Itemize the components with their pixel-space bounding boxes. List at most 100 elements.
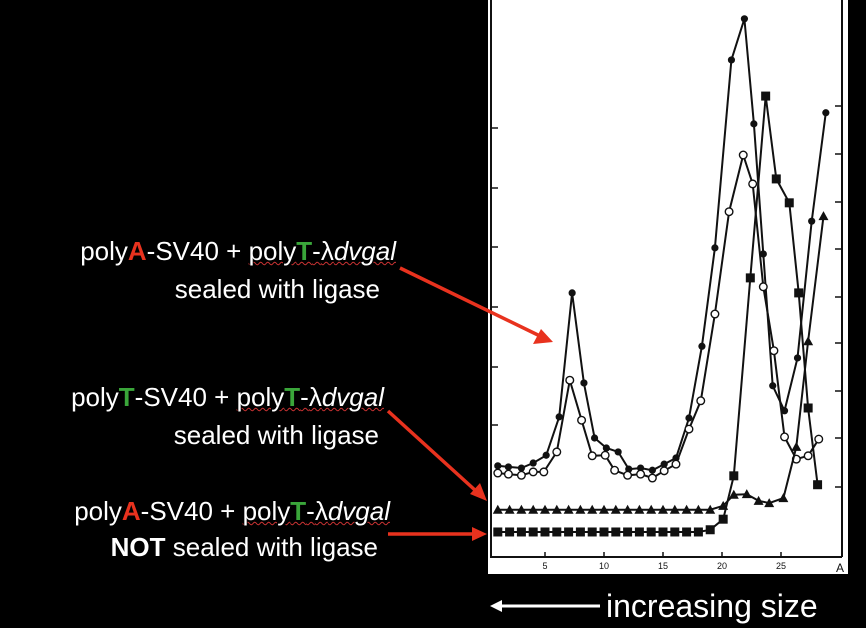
label-text: poly [71,382,119,412]
series-square [493,91,823,537]
series-line [497,216,825,511]
axis-ticks [491,105,842,557]
data-point [803,451,813,461]
x-tick-label: 5 [542,561,547,571]
arrow-sealed-polyT [386,409,478,493]
data-point [504,504,515,514]
data-point [610,465,620,475]
series-line [497,151,820,480]
data-point [552,447,562,457]
data-point [803,403,813,413]
data-point [575,527,585,537]
data-point [599,527,609,537]
x-tick-label: 20 [717,561,727,571]
label-text: poly [242,496,291,526]
data-point [552,527,562,537]
base-T: T [296,236,313,266]
data-point [505,527,515,537]
chart-frame [490,0,843,558]
data-point [728,489,739,499]
data-point [711,244,719,252]
data-point [551,504,562,514]
data-point [682,527,692,537]
data-point [813,480,823,490]
series-line [497,95,819,533]
data-point [580,379,588,387]
label-italic: dvgal [321,382,384,412]
data-point [555,413,563,421]
arrowhead-icon [470,483,487,501]
data-point [778,493,789,503]
data-point [764,498,775,508]
base-A: A [127,236,147,266]
data-point [647,473,657,483]
label-text: - [312,236,321,266]
x-tick-labels: 5 10 15 20 25 [542,561,786,571]
x-tick-label: 10 [599,561,609,571]
label-italic: dvgal [333,236,396,266]
label-bold: NOT [110,532,166,562]
data-point [528,527,538,537]
data-point [705,525,715,535]
data-point [516,470,526,480]
data-point [493,468,503,478]
label-text: -SV40 + [134,382,237,412]
label-text: poly [74,496,122,526]
data-point [575,504,586,514]
data-point [646,504,657,514]
arrow-sealed-polyA [399,266,541,338]
data-point [634,527,644,537]
data-point [636,469,646,479]
data-point [587,504,598,514]
data-point [648,466,656,474]
data-point [528,467,538,477]
base-T: T [290,496,307,526]
data-point [646,527,656,537]
arrowhead-icon [533,329,553,344]
data-point [611,527,621,537]
series-open-circle [493,150,824,483]
x-tick-label: 15 [658,561,668,571]
data-point [660,460,668,468]
lambda-symbol: λ [308,382,322,412]
base-A: A [121,496,141,526]
data-point [528,504,539,514]
data-point [693,504,704,514]
data-point [710,309,720,319]
label-text: poly [248,236,297,266]
data-point [814,434,824,444]
lambda-symbol: λ [320,236,334,266]
data-point [493,527,503,537]
data-point [818,211,829,221]
data-point [623,527,633,537]
data-point [614,448,622,456]
left-arrow-icon [490,600,600,612]
data-point [784,198,794,208]
data-point [587,527,597,537]
data-point [741,489,752,499]
data-point [745,273,755,283]
data-point [590,434,599,442]
label-text: poly [236,382,285,412]
data-point [563,504,574,514]
data-point [761,91,771,101]
data-point [568,289,576,297]
data-point [685,414,693,422]
data-point [600,450,610,460]
label-text: poly [80,236,128,266]
data-point [803,336,814,346]
label-text: -SV40 + [140,496,243,526]
data-point [759,250,767,258]
chart-background [488,0,848,574]
data-point [718,514,728,524]
data-point [529,459,537,467]
data-point [729,471,739,481]
data-point [698,342,706,350]
data-point [636,464,645,472]
data-point [769,382,777,390]
data-point [540,504,550,514]
data-point [750,120,758,128]
annotation-arrows [386,266,553,541]
data-point [540,527,550,537]
data-point [516,504,527,514]
